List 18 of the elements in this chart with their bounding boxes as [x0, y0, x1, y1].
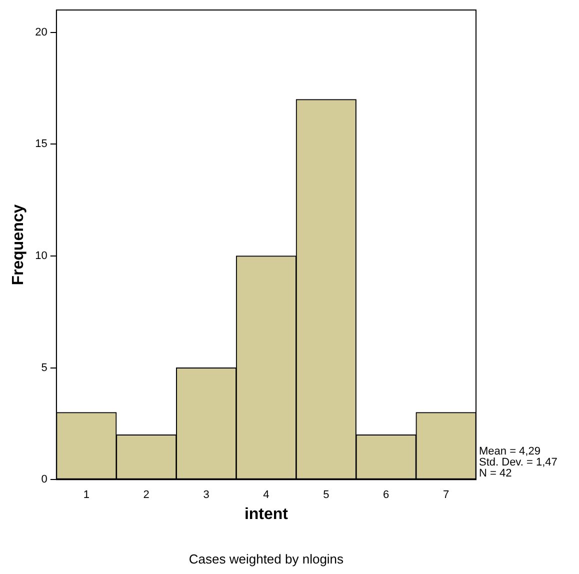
y-tick-label: 0 [41, 474, 48, 486]
text: N = 42 [479, 468, 512, 480]
x-tick-label: 7 [442, 489, 450, 502]
text: Mean = 4,29 [479, 446, 540, 458]
y-tick-label: 5 [41, 362, 48, 374]
x-tick-label: 6 [383, 489, 390, 502]
text: Std. Dev. = 1,47 [479, 456, 558, 469]
x-tick-label: 3 [203, 489, 210, 502]
x-tick-label: 1 [83, 489, 90, 502]
x-tick-label: 5 [323, 489, 330, 502]
x-axis-title: intent [244, 506, 289, 523]
y-tick-label: 15 [35, 138, 48, 150]
y-tick-label: 20 [35, 26, 48, 38]
x-tick-label: 2 [143, 489, 150, 502]
x-tick-label: 4 [263, 489, 270, 502]
text: Cases weighted by nlogins [188, 552, 344, 567]
y-axis-title: Frequency [10, 204, 28, 286]
y-tick-label: 10 [35, 250, 48, 262]
